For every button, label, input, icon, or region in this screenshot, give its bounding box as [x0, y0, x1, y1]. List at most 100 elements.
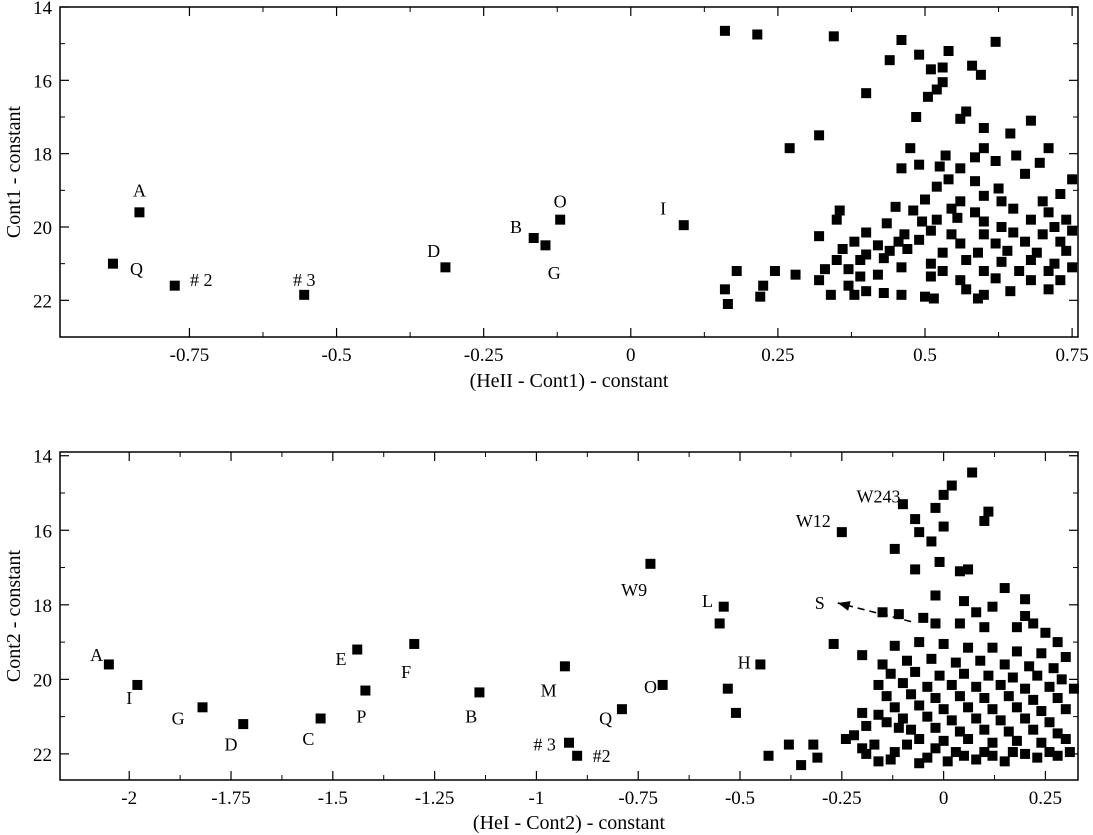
data-point	[920, 291, 931, 302]
data-point	[837, 244, 848, 254]
data-point	[983, 506, 994, 517]
point-label: H	[738, 653, 751, 673]
data-point	[955, 113, 966, 124]
data-point	[878, 288, 889, 298]
data-point	[901, 655, 912, 666]
labeled-data-point	[718, 601, 729, 612]
data-point	[996, 222, 1007, 232]
data-point	[808, 739, 819, 750]
data-point	[925, 258, 936, 269]
y-tick-label: 14	[33, 447, 53, 468]
data-point	[971, 754, 982, 765]
data-point	[1037, 229, 1048, 240]
data-point	[784, 143, 795, 154]
labeled-data-point	[103, 659, 114, 670]
data-point	[763, 750, 774, 761]
data-point	[1011, 150, 1022, 161]
x-tick-label: -0.5	[725, 788, 755, 809]
data-point	[1028, 724, 1039, 735]
data-point	[857, 707, 868, 718]
data-point	[752, 29, 763, 40]
data-point	[790, 269, 801, 280]
data-point	[946, 229, 957, 240]
data-point	[1043, 266, 1054, 276]
data-point	[1037, 196, 1048, 207]
data-point	[961, 255, 972, 265]
data-point	[925, 271, 936, 282]
data-point	[937, 77, 948, 88]
labeled-data-point	[169, 280, 180, 291]
data-point	[938, 489, 949, 500]
data-point	[958, 668, 969, 679]
arrow-label: S	[815, 593, 825, 613]
point-label: W243	[856, 487, 900, 507]
data-point	[978, 216, 989, 227]
data-point	[1049, 222, 1060, 232]
data-point	[922, 752, 933, 763]
data-point	[890, 201, 901, 212]
data-point	[1008, 203, 1019, 214]
data-point	[958, 750, 969, 761]
labeled-data-point	[564, 737, 574, 748]
data-point	[769, 266, 780, 276]
data-point	[814, 275, 825, 286]
data-point	[1003, 726, 1014, 737]
data-point	[1055, 189, 1066, 199]
data-point	[978, 229, 989, 240]
data-point	[926, 653, 937, 664]
data-point	[914, 734, 925, 744]
point-label: O	[644, 677, 657, 697]
data-point	[1060, 704, 1071, 715]
data-point	[1048, 663, 1059, 674]
data-point	[926, 536, 937, 547]
data-point	[893, 236, 904, 247]
x-tick-label: -0.5	[322, 345, 352, 366]
data-point	[722, 683, 733, 694]
data-point	[896, 289, 907, 300]
labeled-data-point	[238, 719, 249, 730]
data-point	[861, 88, 872, 99]
data-point	[979, 622, 990, 633]
x-tick-label: 0.75	[1055, 345, 1088, 366]
point-label: Q	[130, 259, 143, 279]
data-point	[885, 668, 896, 679]
data-point	[987, 642, 998, 653]
arrow-line	[837, 602, 912, 623]
point-label: W12	[796, 511, 831, 531]
data-point	[970, 207, 981, 218]
point-label: A	[90, 645, 103, 665]
labeled-data-point	[197, 702, 208, 713]
data-point	[972, 247, 983, 258]
y-tick-label: 18	[33, 596, 52, 617]
data-point	[946, 203, 957, 214]
data-point	[1036, 706, 1047, 717]
data-point	[914, 700, 925, 711]
data-point	[1067, 174, 1078, 185]
data-point	[925, 225, 936, 236]
data-point	[972, 293, 983, 304]
data-point	[999, 659, 1010, 670]
data-point	[930, 618, 941, 629]
data-point	[1031, 247, 1042, 258]
data-point	[1040, 627, 1051, 638]
data-point	[930, 502, 941, 513]
data-point	[971, 681, 982, 692]
data-point	[814, 130, 825, 141]
data-point	[1025, 115, 1036, 126]
data-point	[869, 739, 880, 750]
y-axis-title: Cont2 - constant	[3, 549, 25, 682]
data-point	[861, 286, 872, 297]
data-point	[1055, 275, 1066, 286]
data-point	[937, 266, 948, 276]
data-point	[1049, 258, 1060, 269]
data-point	[719, 25, 730, 36]
data-point	[922, 681, 933, 692]
data-point	[938, 638, 949, 649]
data-point	[855, 255, 866, 265]
data-point	[881, 691, 892, 702]
data-point	[861, 227, 872, 238]
data-point	[1002, 245, 1013, 256]
y-tick-label: 22	[33, 745, 52, 766]
data-point	[942, 756, 953, 767]
